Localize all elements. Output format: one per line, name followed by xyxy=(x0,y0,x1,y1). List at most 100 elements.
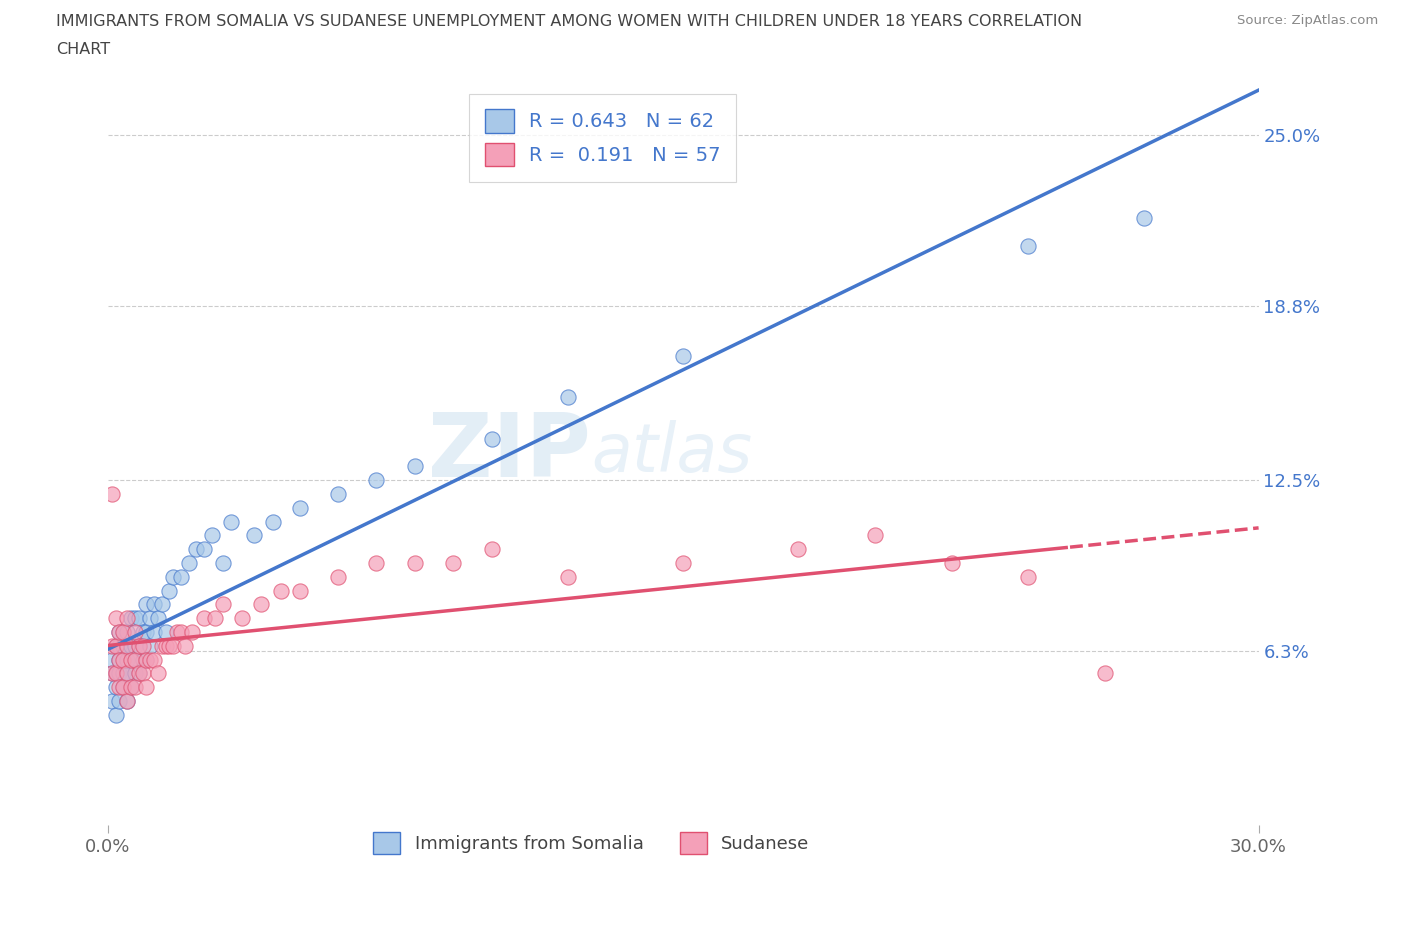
Point xyxy=(108,680,131,695)
Point xyxy=(128,666,150,681)
Text: Source: ZipAtlas.com: Source: ZipAtlas.com xyxy=(1237,14,1378,27)
Point xyxy=(115,638,138,653)
Point xyxy=(326,569,349,584)
Point xyxy=(262,514,284,529)
Point xyxy=(108,652,131,667)
Text: IMMIGRANTS FROM SOMALIA VS SUDANESE UNEMPLOYMENT AMONG WOMEN WITH CHILDREN UNDER: IMMIGRANTS FROM SOMALIA VS SUDANESE UNEM… xyxy=(56,14,1083,29)
Point xyxy=(124,625,146,640)
Point xyxy=(124,638,146,653)
Point xyxy=(135,652,157,667)
Point xyxy=(108,652,131,667)
Point xyxy=(672,349,695,364)
Point xyxy=(326,486,349,501)
Point xyxy=(162,638,184,653)
Point xyxy=(128,638,150,653)
Point xyxy=(150,597,173,612)
Point xyxy=(112,652,135,667)
Point xyxy=(104,611,127,626)
Point xyxy=(135,597,157,612)
Legend: Immigrants from Somalia, Sudanese: Immigrants from Somalia, Sudanese xyxy=(366,825,817,861)
Point xyxy=(155,638,177,653)
Point xyxy=(104,666,127,681)
Point xyxy=(146,666,169,681)
Point xyxy=(186,542,208,557)
Point xyxy=(1017,569,1039,584)
Point xyxy=(481,542,503,557)
Point xyxy=(139,638,162,653)
Point xyxy=(104,638,127,653)
Point xyxy=(131,666,153,681)
Point xyxy=(104,666,127,681)
Point xyxy=(162,569,184,584)
Point xyxy=(104,638,127,653)
Point xyxy=(1132,211,1154,226)
Point xyxy=(288,500,311,515)
Point xyxy=(115,625,138,640)
Point xyxy=(143,625,166,640)
Point xyxy=(557,390,579,405)
Point xyxy=(120,611,142,626)
Point xyxy=(219,514,242,529)
Point xyxy=(124,680,146,695)
Point xyxy=(135,680,157,695)
Point xyxy=(212,555,235,570)
Point xyxy=(120,680,142,695)
Point xyxy=(112,625,135,640)
Point xyxy=(672,555,695,570)
Point xyxy=(115,694,138,709)
Point xyxy=(120,680,142,695)
Text: ZIP: ZIP xyxy=(429,409,592,497)
Point xyxy=(112,638,135,653)
Point xyxy=(139,652,162,667)
Point xyxy=(128,666,150,681)
Point xyxy=(212,597,235,612)
Point xyxy=(204,611,226,626)
Point xyxy=(115,666,138,681)
Point xyxy=(112,680,135,695)
Point xyxy=(115,652,138,667)
Point xyxy=(404,459,426,474)
Point xyxy=(128,611,150,626)
Point xyxy=(128,638,150,653)
Point xyxy=(139,611,162,626)
Point xyxy=(120,652,142,667)
Point xyxy=(108,638,131,653)
Point xyxy=(112,625,135,640)
Point xyxy=(124,666,146,681)
Point xyxy=(231,611,253,626)
Point xyxy=(177,555,200,570)
Point xyxy=(242,528,264,543)
Point xyxy=(1017,238,1039,253)
Point xyxy=(112,666,135,681)
Point xyxy=(150,638,173,653)
Point xyxy=(557,569,579,584)
Point xyxy=(131,638,153,653)
Point xyxy=(288,583,311,598)
Point xyxy=(101,638,124,653)
Point xyxy=(135,625,157,640)
Point xyxy=(863,528,886,543)
Point xyxy=(101,652,124,667)
Point xyxy=(787,542,810,557)
Point xyxy=(120,638,142,653)
Point xyxy=(131,625,153,640)
Point xyxy=(366,472,388,487)
Point xyxy=(101,694,124,709)
Point xyxy=(131,652,153,667)
Point xyxy=(143,652,166,667)
Text: atlas: atlas xyxy=(592,419,752,485)
Point xyxy=(101,486,124,501)
Point xyxy=(120,652,142,667)
Point xyxy=(143,597,166,612)
Point xyxy=(404,555,426,570)
Point xyxy=(170,625,193,640)
Text: CHART: CHART xyxy=(56,42,110,57)
Point xyxy=(157,583,180,598)
Point xyxy=(124,652,146,667)
Point xyxy=(104,680,127,695)
Point xyxy=(366,555,388,570)
Point xyxy=(108,625,131,640)
Point xyxy=(941,555,963,570)
Point xyxy=(115,666,138,681)
Point xyxy=(193,542,215,557)
